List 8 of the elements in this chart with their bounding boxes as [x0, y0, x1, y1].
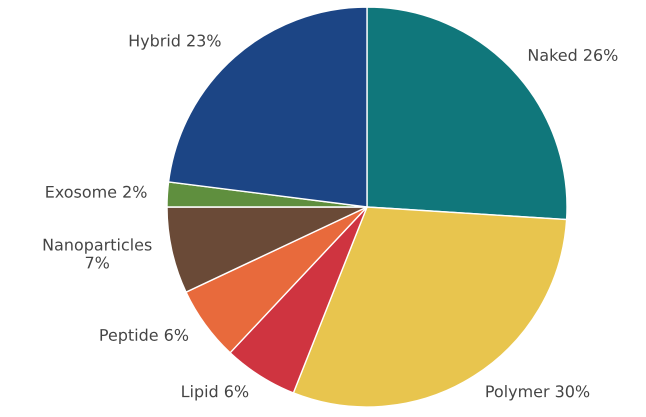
slice-label: Peptide 6%: [100, 328, 188, 344]
slice-label: Lipid 6%: [182, 385, 248, 400]
slice-label: Nanoparticles: [44, 238, 152, 254]
data-label: 7%: [86, 256, 109, 269]
slice-label: Hybrid 23%: [130, 34, 221, 50]
slice-label: Naked 26%: [528, 48, 618, 62]
slice-label: Polymer 30%: [486, 385, 590, 400]
slice-label: Exosome 2%: [46, 186, 147, 198]
